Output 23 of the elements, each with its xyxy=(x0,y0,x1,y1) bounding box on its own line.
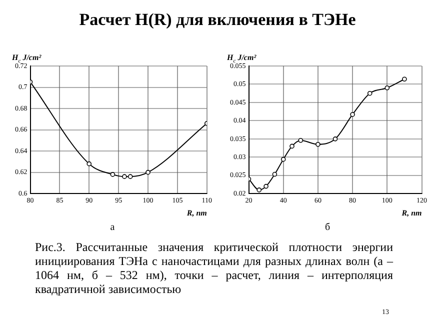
point xyxy=(316,142,320,147)
point xyxy=(332,136,338,142)
point xyxy=(110,172,116,177)
point xyxy=(272,172,278,177)
point xyxy=(86,161,92,166)
x-axis-title: R, nm xyxy=(400,208,422,218)
point xyxy=(146,170,150,175)
text: б xyxy=(324,222,332,234)
x-axis-title: R, nm xyxy=(186,208,207,218)
text: а xyxy=(109,222,116,234)
point xyxy=(280,156,286,162)
point xyxy=(264,184,268,189)
point xyxy=(128,174,133,179)
point xyxy=(350,112,355,117)
point xyxy=(290,144,294,149)
chart-title: Расчет H(R) для включения в ТЭНе xyxy=(78,10,357,30)
text: Рис.3. Рассчитанные значения критической плотности энергии инициирования ТЭНа с наночастицами для разных длинах волн (а – 1064 нм, б – 532 нм), точки – расчет, линия – интерполяция квадратичной зависимостью xyxy=(35,240,393,296)
point xyxy=(298,138,304,143)
point xyxy=(122,174,127,179)
point xyxy=(367,90,372,96)
point xyxy=(384,85,390,90)
point xyxy=(256,188,262,192)
point xyxy=(402,76,407,82)
